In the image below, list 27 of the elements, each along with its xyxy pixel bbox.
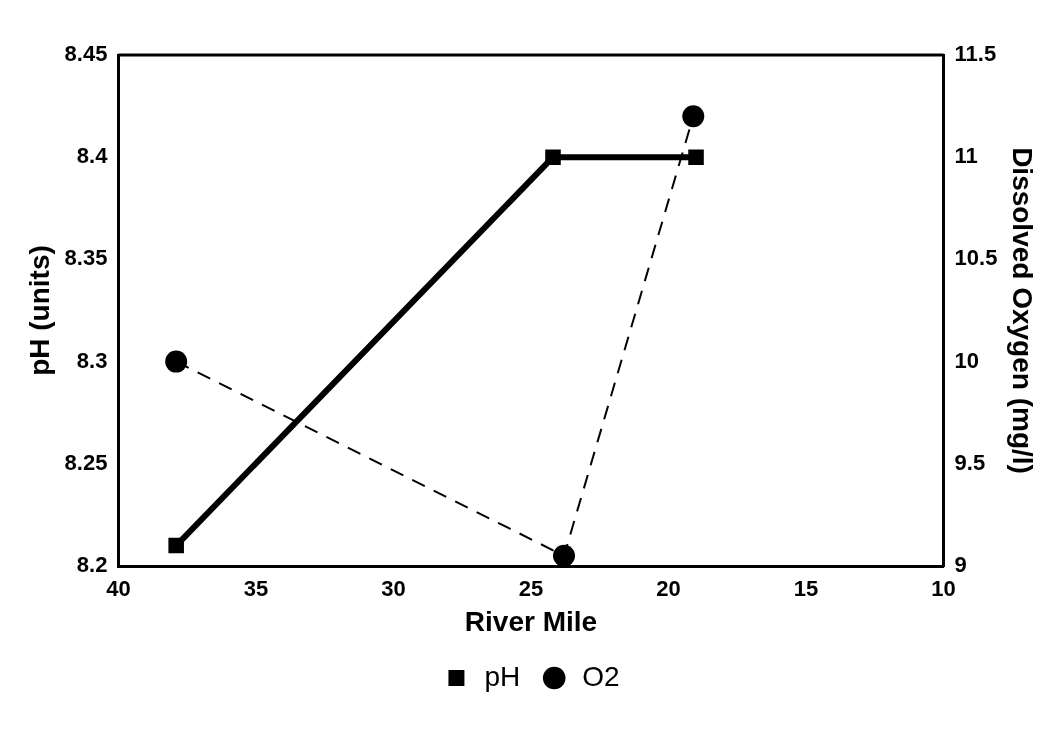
x-tick-label: 30 (381, 576, 406, 602)
y2-tick-label: 9.5 (954, 449, 986, 475)
y-tick-label: 8.25 (64, 449, 108, 475)
legend-label: pH (484, 660, 521, 692)
x-tick-label: 35 (243, 576, 269, 602)
legend-label: O2 (582, 660, 620, 692)
y-tick-label: 8.2 (76, 552, 108, 578)
y-tick-label: 8.3 (76, 347, 108, 373)
x-tick-label: 40 (106, 576, 131, 602)
y-tick-label: 8.4 (76, 143, 109, 169)
y2-tick-label: 11 (954, 143, 978, 169)
x-tick-label: 20 (656, 576, 681, 602)
x-axis-title: River Mile (464, 605, 598, 637)
y-axis-title: pH (units) (23, 245, 55, 376)
y-tick-label: 8.45 (64, 41, 108, 67)
point (165, 350, 188, 373)
x-tick-label: 15 (793, 576, 819, 602)
x-tick-label: 10 (931, 576, 956, 602)
point (553, 544, 576, 566)
y2-tick-label: 11.5 (954, 41, 997, 67)
y2-axis-title: Dissolved Oxygen (mg/l) (1007, 147, 1039, 474)
y-tick-label: 8.35 (64, 245, 108, 271)
y2-tick-label: 10 (954, 347, 980, 373)
point (682, 105, 705, 128)
x-tick-label: 25 (518, 576, 544, 602)
y2-tick-label: 9 (954, 552, 967, 578)
y2-tick-label: 10.5 (954, 245, 998, 271)
